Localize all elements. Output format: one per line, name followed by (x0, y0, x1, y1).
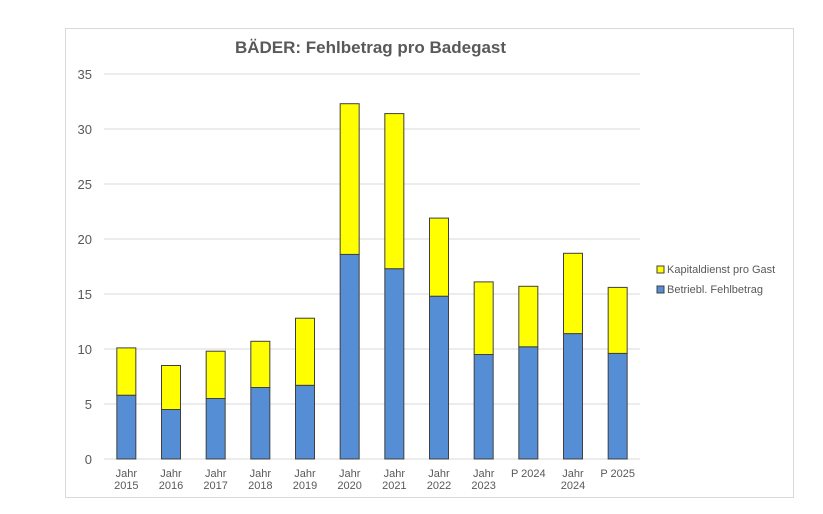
bar-kapitaldienst (384, 113, 405, 270)
bar-kapitaldienst (116, 347, 137, 396)
x-tick-label: Jahr (160, 468, 182, 480)
x-tick-label: Jahr (205, 468, 227, 480)
x-tick-label: Jahr (473, 468, 495, 480)
bar-kapitaldienst (161, 365, 181, 410)
x-tick-label: 2020 (337, 480, 361, 492)
y-tick-label: 35 (78, 67, 92, 82)
y-tick-label: 20 (78, 232, 92, 247)
bar-kapitaldienst (518, 285, 539, 348)
x-tick-label: Jahr (562, 468, 584, 480)
legend-swatch (656, 265, 665, 274)
x-tick-label: Jahr (116, 468, 138, 480)
x-tick-label: 2018 (248, 480, 272, 492)
bar-betriebl-fehlbetrag (429, 295, 449, 460)
bar-betriebl-fehlbetrag (161, 409, 181, 460)
bar-kapitaldienst (473, 281, 494, 355)
x-tick-label: Jahr (339, 468, 361, 480)
y-tick-label: 15 (78, 287, 92, 302)
bar-betriebl-fehlbetrag (563, 333, 583, 460)
x-tick-label: P 2024 (511, 468, 546, 480)
bars (116, 103, 628, 460)
bar-betriebl-fehlbetrag (295, 384, 315, 460)
legend: Kapitaldienst pro Gast Betriebl. Fehlbetr… (656, 264, 775, 296)
bar-betriebl-fehlbetrag (205, 398, 226, 460)
y-tick-label: 5 (85, 397, 92, 412)
y-tick-label: 10 (78, 342, 92, 357)
x-tick-label: 2015 (114, 480, 138, 492)
x-tick-label: Jahr (294, 468, 316, 480)
bar-betriebl-fehlbetrag (339, 253, 360, 460)
x-tick-label: Jahr (428, 468, 450, 480)
y-axis-ticks: 0 5 10 15 20 25 30 35 (78, 67, 92, 467)
x-tick-label: Jahr (384, 468, 406, 480)
bar-betriebl-fehlbetrag (384, 268, 405, 460)
bar-kapitaldienst (339, 103, 360, 255)
bar-betriebl-fehlbetrag (116, 394, 137, 460)
x-axis-labels: Jahr2015Jahr2016Jahr2017Jahr2018Jahr2019… (114, 468, 635, 492)
x-tick-label: 2016 (159, 480, 183, 492)
y-tick-label: 25 (78, 177, 92, 192)
legend-label: Kapitaldienst pro Gast (667, 264, 775, 276)
bar-betriebl-fehlbetrag (607, 352, 628, 460)
chart-title: BÄDER: Fehlbetrag pro Badegast (234, 38, 507, 57)
x-tick-label: 2019 (293, 480, 317, 492)
bar-kapitaldienst (250, 340, 271, 388)
gridlines (104, 73, 640, 460)
bar-kapitaldienst (295, 317, 315, 386)
bar-betriebl-fehlbetrag (473, 354, 494, 460)
x-tick-label: 2023 (471, 480, 495, 492)
bar-kapitaldienst (563, 252, 583, 335)
x-tick-label: P 2025 (600, 468, 635, 480)
bar-kapitaldienst (607, 286, 628, 354)
x-tick-label: 2021 (382, 480, 406, 492)
bar-kapitaldienst (429, 217, 449, 297)
y-tick-label: 30 (78, 122, 92, 137)
legend-label: Betriebl. Fehlbetrag (667, 284, 763, 296)
bar-betriebl-fehlbetrag (518, 346, 539, 460)
bar-betriebl-fehlbetrag (250, 387, 271, 460)
y-tick-label: 0 (85, 452, 92, 467)
x-tick-label: 2017 (203, 480, 227, 492)
bar-kapitaldienst (205, 350, 226, 400)
x-tick-label: Jahr (250, 468, 272, 480)
x-tick-label: 2022 (427, 480, 451, 492)
x-tick-label: 2024 (561, 480, 585, 492)
legend-swatch (656, 285, 665, 294)
